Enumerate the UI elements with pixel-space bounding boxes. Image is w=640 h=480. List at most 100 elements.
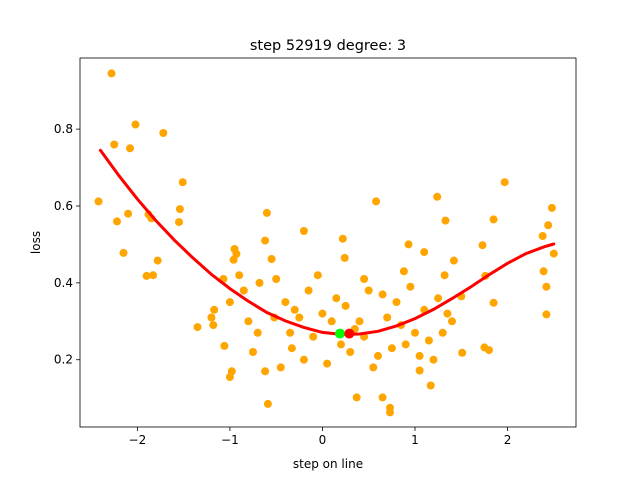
data-point bbox=[126, 144, 134, 153]
data-point bbox=[94, 197, 103, 206]
data-point bbox=[438, 328, 447, 337]
data-point bbox=[175, 218, 183, 227]
data-point bbox=[332, 294, 341, 303]
data-point bbox=[232, 250, 241, 258]
data-point bbox=[415, 366, 424, 375]
data-point bbox=[458, 348, 467, 357]
data-point bbox=[429, 355, 438, 364]
data-point bbox=[441, 216, 450, 225]
data-point bbox=[539, 267, 548, 276]
data-point bbox=[131, 120, 140, 129]
data-point bbox=[209, 321, 218, 330]
data-point bbox=[119, 248, 128, 257]
data-point bbox=[261, 367, 270, 376]
x-axis-ticks: −2 −1 0 1 2 bbox=[129, 427, 512, 447]
data-point bbox=[433, 192, 442, 201]
data-point bbox=[225, 373, 234, 381]
data-point bbox=[544, 221, 553, 230]
data-point bbox=[263, 399, 272, 408]
data-point bbox=[262, 208, 271, 217]
data-point bbox=[383, 313, 392, 322]
data-point bbox=[299, 355, 308, 364]
data-point bbox=[299, 227, 308, 235]
data-point bbox=[225, 298, 234, 307]
data-point bbox=[341, 301, 350, 310]
data-point bbox=[406, 282, 415, 291]
data-point bbox=[449, 256, 458, 265]
data-point bbox=[281, 298, 290, 307]
data-point bbox=[207, 313, 216, 322]
data-point bbox=[448, 317, 456, 326]
data-point bbox=[159, 129, 168, 137]
data-point bbox=[542, 310, 551, 319]
data-point bbox=[478, 241, 487, 250]
data-point bbox=[489, 215, 498, 224]
data-point bbox=[295, 313, 304, 322]
data-point bbox=[327, 317, 336, 326]
data-point bbox=[401, 340, 410, 349]
data-point bbox=[261, 236, 270, 245]
data-point bbox=[244, 317, 253, 326]
data-point bbox=[378, 290, 387, 299]
data-point bbox=[249, 348, 257, 356]
data-point bbox=[489, 298, 498, 307]
red-marker bbox=[344, 328, 355, 339]
data-point bbox=[253, 328, 262, 337]
data-point bbox=[323, 359, 332, 368]
data-point bbox=[549, 249, 558, 258]
x-tick-label: −1 bbox=[221, 433, 239, 447]
data-point bbox=[378, 393, 387, 402]
data-point bbox=[415, 351, 424, 360]
data-point bbox=[142, 271, 151, 280]
y-tick-label: 0.2 bbox=[54, 353, 73, 367]
data-point bbox=[255, 278, 264, 287]
data-point bbox=[210, 305, 219, 314]
fit-curve bbox=[98, 148, 556, 336]
data-point bbox=[149, 271, 158, 280]
data-point bbox=[304, 286, 313, 295]
y-tick-label: 0.8 bbox=[54, 122, 73, 136]
data-point bbox=[374, 351, 382, 360]
data-point bbox=[411, 328, 419, 337]
data-point bbox=[239, 286, 248, 295]
data-point bbox=[113, 217, 121, 226]
y-axis-ticks: 0.2 0.4 0.6 0.8 bbox=[54, 122, 80, 367]
data-point bbox=[290, 305, 299, 314]
data-point bbox=[392, 298, 401, 307]
data-point bbox=[286, 328, 295, 337]
x-tick-label: 2 bbox=[504, 433, 512, 447]
data-point bbox=[547, 203, 556, 212]
data-point bbox=[235, 271, 244, 280]
data-point bbox=[340, 253, 349, 262]
x-tick-label: −2 bbox=[129, 433, 147, 447]
highlight-markers bbox=[335, 328, 355, 339]
data-point bbox=[272, 275, 281, 283]
x-tick-label: 1 bbox=[411, 433, 419, 447]
data-point bbox=[220, 341, 229, 350]
data-point bbox=[267, 255, 276, 263]
y-tick-label: 0.4 bbox=[54, 276, 73, 290]
data-point bbox=[313, 271, 322, 280]
data-point bbox=[153, 256, 162, 265]
data-point bbox=[124, 209, 133, 218]
data-point bbox=[372, 197, 381, 206]
green-marker bbox=[335, 328, 345, 339]
data-point bbox=[309, 332, 318, 341]
y-tick-label: 0.6 bbox=[54, 199, 73, 213]
data-point bbox=[107, 69, 116, 78]
data-point bbox=[542, 282, 551, 291]
data-point bbox=[399, 267, 408, 276]
data-point bbox=[424, 336, 433, 345]
data-point bbox=[369, 363, 378, 372]
x-tick-label: 0 bbox=[319, 433, 327, 447]
data-point bbox=[287, 344, 296, 353]
data-point bbox=[178, 178, 187, 187]
data-point bbox=[420, 248, 429, 257]
data-point bbox=[175, 205, 184, 214]
data-point bbox=[352, 393, 361, 402]
data-point bbox=[440, 271, 449, 280]
data-point bbox=[404, 240, 413, 249]
data-point bbox=[538, 232, 547, 240]
data-point bbox=[364, 286, 373, 295]
